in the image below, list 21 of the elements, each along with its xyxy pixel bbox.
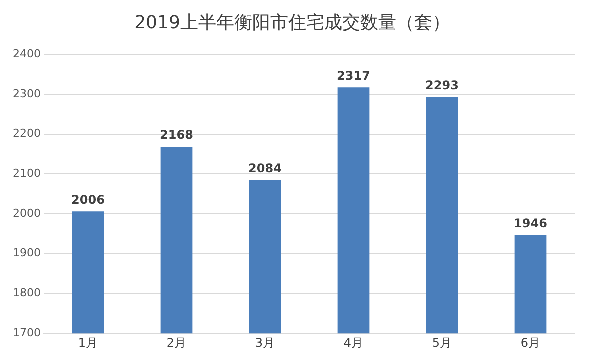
chart-title: 2019上半年衡阳市住宅成交数量（套） [134, 12, 450, 34]
y-tick-label: 1900 [12, 246, 41, 260]
x-tick-label: 5月 [432, 336, 452, 350]
data-label: 2293 [426, 78, 459, 92]
y-tick-label: 1700 [12, 326, 41, 340]
y-tick-label: 2300 [12, 87, 41, 100]
y-tick-label: 2200 [12, 127, 41, 140]
x-tick-label: 1月 [78, 336, 98, 350]
y-tick-label: 1800 [12, 286, 41, 300]
x-tick-label: 2月 [166, 336, 187, 350]
y-tick-label: 2100 [12, 167, 41, 180]
data-label: 2317 [337, 68, 370, 83]
data-label: 1946 [514, 216, 548, 231]
data-label: 2006 [72, 192, 105, 207]
y-tick-label: 2000 [12, 206, 41, 220]
x-tick-label: 6月 [520, 336, 541, 350]
y-tick-label: 2400 [12, 47, 41, 60]
x-tick-label: 3月 [255, 336, 276, 350]
data-label: 2168 [160, 128, 194, 142]
data-label: 2084 [248, 162, 282, 176]
x-tick-label: 4月 [344, 336, 364, 350]
